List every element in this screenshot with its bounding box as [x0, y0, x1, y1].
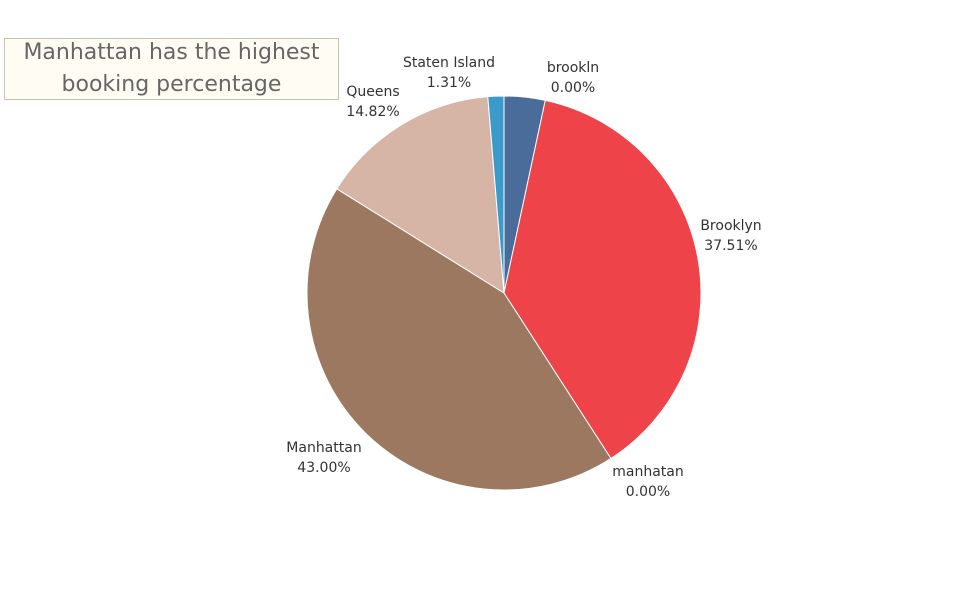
- pie-slice-queens[interactable]: [336, 96, 505, 294]
- slice-value-label: 37.51%: [704, 238, 757, 254]
- chart-title: Manhattan has the highest booking percen…: [23, 40, 320, 97]
- slice-name-label: Manhattan: [286, 440, 361, 456]
- pie-labels: brookln 0.00% Brooklyn 37.51% manhatan 0.00% M…: [286, 55, 761, 500]
- slice-name-label: brookln: [547, 60, 599, 76]
- pie-slice-staten-island[interactable]: [487, 95, 505, 294]
- slice-value-label: 43.00%: [297, 460, 350, 476]
- pie-slices: [306, 95, 702, 491]
- slice-value-label: 14.82%: [346, 104, 399, 120]
- slice-name-label: Brooklyn: [700, 218, 761, 234]
- slice-name-label: Staten Island: [403, 55, 495, 71]
- slice-value-label: 0.00%: [551, 80, 595, 96]
- slice-name-label: manhatan: [612, 464, 683, 480]
- slice-value-label: 0.00%: [626, 484, 670, 500]
- slice-value-label: 1.31%: [427, 75, 471, 91]
- chart-title-box: Manhattan has the highest booking percen…: [4, 38, 339, 100]
- slice-name-label: Queens: [346, 84, 399, 100]
- pie-slice-manhattan[interactable]: [306, 188, 612, 491]
